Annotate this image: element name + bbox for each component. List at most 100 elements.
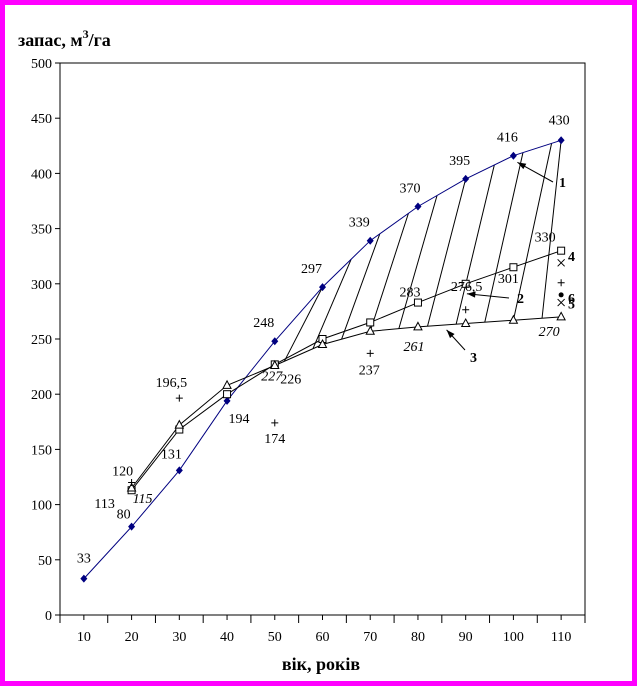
callout-4-label: 4 xyxy=(568,250,575,265)
y-tick-label: 500 xyxy=(31,57,52,72)
series-1-point xyxy=(80,574,88,583)
plus-point xyxy=(175,394,183,402)
series-3-point xyxy=(413,321,423,331)
callout-2-label: 2 xyxy=(517,292,524,307)
series-3-point xyxy=(126,482,137,492)
y-tick-label: 50 xyxy=(38,554,52,569)
series-3-data-label: 270 xyxy=(539,325,560,340)
series-1-point xyxy=(175,466,183,475)
hatch-line xyxy=(512,143,553,321)
dot-point xyxy=(558,292,564,298)
plus-point-label: 174 xyxy=(264,432,285,447)
series-1-data-label: 297 xyxy=(301,262,322,277)
x-tick-label: 90 xyxy=(459,630,473,645)
series-1-point xyxy=(223,396,231,405)
series-1-point xyxy=(557,136,565,145)
callout-6-label: 6 xyxy=(568,292,575,307)
series-3-data-label: 261 xyxy=(403,340,424,355)
series-1-line xyxy=(83,139,562,579)
y-axis-title: запас, м3/га xyxy=(18,27,111,50)
series-1-data-label: 430 xyxy=(549,113,570,128)
x-tick-label: 80 xyxy=(411,630,425,645)
series-3-data-label: 226 xyxy=(280,372,301,387)
x-tick-label: 30 xyxy=(172,630,186,645)
hatch-line xyxy=(455,164,495,325)
plus-point-label: 120 xyxy=(112,465,133,480)
series-1-data-label: 370 xyxy=(399,182,420,197)
x-tick-label: 50 xyxy=(268,630,282,645)
hatch-line xyxy=(369,213,409,332)
series-2-point xyxy=(509,263,518,272)
series-3-point xyxy=(269,359,280,369)
hatch-area xyxy=(283,140,562,362)
callout-1-label: 1 xyxy=(559,176,566,191)
x-tick-label: 20 xyxy=(125,630,139,645)
series-3-line xyxy=(131,316,562,489)
series-3-point xyxy=(365,325,376,335)
series-2-line xyxy=(131,250,562,491)
x-tick-label: 110 xyxy=(551,630,571,645)
series-3-data-label: 115 xyxy=(133,492,153,507)
plus-point xyxy=(462,306,470,314)
x-tick-label: 60 xyxy=(316,630,330,645)
callouts: 1 2 3 4 65 xyxy=(446,161,575,366)
series-2-data-label: 276,5 xyxy=(451,280,483,295)
series-3-point xyxy=(222,379,232,389)
hatch-line xyxy=(312,259,352,349)
x-tick-label: 100 xyxy=(503,630,524,645)
x-tick-label: 40 xyxy=(220,630,234,645)
y-tick-label: 350 xyxy=(31,223,52,238)
series-1-point xyxy=(319,283,326,292)
series-3-point xyxy=(317,338,328,349)
hatch-line xyxy=(283,286,323,362)
series-1-point xyxy=(509,151,517,160)
series-lines xyxy=(83,139,562,579)
plus-point xyxy=(557,279,565,287)
series-1-point xyxy=(128,522,136,531)
plus-point-label: 196,5 xyxy=(156,376,188,391)
series-2-data-label: 283 xyxy=(399,286,420,301)
y-tick-label: 400 xyxy=(31,167,52,182)
series-1-data-label: 248 xyxy=(253,316,274,331)
hatch-line xyxy=(341,233,381,340)
callout-3-label: 3 xyxy=(470,351,477,366)
series-3-point xyxy=(174,419,185,429)
series-2-point xyxy=(557,246,566,255)
y-tick-label: 100 xyxy=(31,499,52,514)
series-1-data-label: 416 xyxy=(497,131,518,146)
series-2-point xyxy=(461,279,470,288)
plus-point xyxy=(271,419,279,427)
hatch-line xyxy=(484,152,524,323)
series-1-data-label: 33 xyxy=(77,552,91,567)
series-1-point xyxy=(366,236,374,245)
series-1-data-label: 395 xyxy=(449,154,470,169)
x-axis-title: вік, років xyxy=(282,654,360,674)
series-1-point xyxy=(462,174,470,183)
x-tick-label: 10 xyxy=(77,630,91,645)
series-2-data-label: 227 xyxy=(261,369,283,384)
y-tick-label: 0 xyxy=(45,609,52,624)
series-2-data-label: 301 xyxy=(498,272,519,287)
y-tick-label: 250 xyxy=(31,333,52,348)
hatch-line xyxy=(541,140,562,319)
x-point xyxy=(557,258,565,267)
x-point xyxy=(557,298,565,307)
plus-point xyxy=(128,479,136,487)
series-2-data-label: 330 xyxy=(535,231,556,246)
callout-arrowhead xyxy=(446,329,455,339)
plus-point-label: 237 xyxy=(359,363,380,378)
series-1-data-label: 339 xyxy=(349,216,370,231)
y-tick-label: 150 xyxy=(31,443,52,458)
series-3-point xyxy=(508,314,519,324)
hatch-line xyxy=(398,195,438,329)
series-2-data-label: 113 xyxy=(94,497,114,512)
series-2-point xyxy=(413,298,422,307)
plus-point xyxy=(366,349,374,357)
y-tick-label: 200 xyxy=(31,388,52,403)
y-tick-label: 300 xyxy=(31,278,52,293)
series-1-point xyxy=(271,337,279,346)
series-3-point xyxy=(556,311,566,321)
stock-growth-chart: 0 50 100 150 200 250 300 350 400 450 500 10 20 30 40 50… xyxy=(18,27,586,674)
data-labels: 33 80 131 194 248 297 339 370 395 416 430 113 227 283… xyxy=(77,113,570,566)
